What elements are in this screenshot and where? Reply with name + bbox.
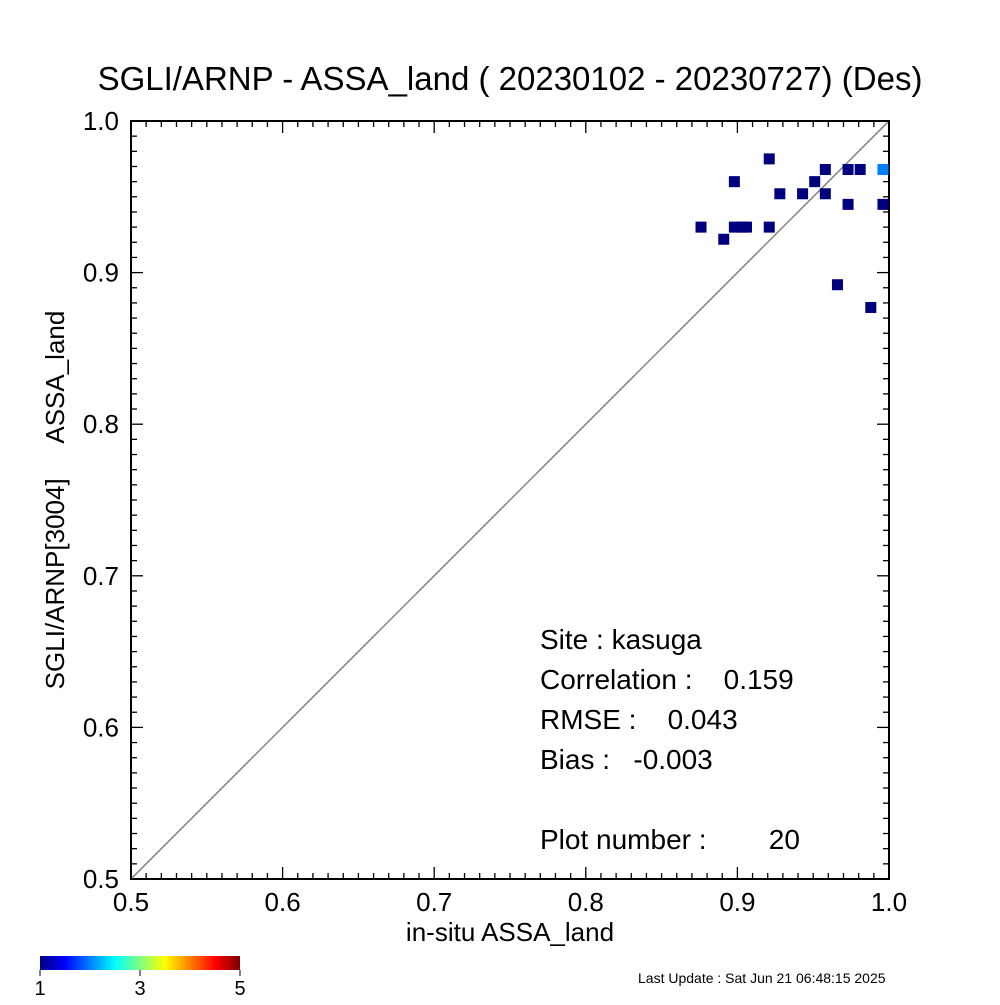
colorbar-label-mid: 3 bbox=[134, 978, 145, 1000]
x-tick-labels: 0.5 0.6 0.7 0.8 0.9 1.0 bbox=[113, 887, 907, 917]
data-point bbox=[842, 164, 854, 176]
x-tick-label: 0.5 bbox=[113, 887, 149, 917]
x-tick-label: 0.6 bbox=[265, 887, 301, 917]
data-point bbox=[763, 153, 775, 165]
data-point bbox=[854, 164, 866, 176]
axis-ticks bbox=[130, 120, 890, 880]
y-tick-label: 0.7 bbox=[83, 561, 119, 591]
data-point bbox=[819, 188, 831, 200]
colorbar-gradient bbox=[40, 956, 240, 970]
colorbar: 1 3 5 bbox=[34, 956, 246, 1000]
stats-bias: Bias : -0.003 bbox=[540, 744, 713, 775]
colorbar-label-max: 5 bbox=[234, 978, 245, 1000]
y-tick-label: 0.5 bbox=[83, 864, 119, 894]
y-tick-label: 0.9 bbox=[83, 258, 119, 288]
data-point bbox=[831, 279, 843, 291]
stats-correlation: Correlation : 0.159 bbox=[540, 664, 794, 695]
data-point bbox=[877, 164, 889, 176]
data-point bbox=[809, 176, 821, 188]
data-point bbox=[695, 221, 707, 233]
stats-rmse: RMSE : 0.043 bbox=[540, 704, 738, 735]
y-tick-label: 0.8 bbox=[83, 409, 119, 439]
data-point bbox=[797, 188, 809, 200]
stats-plot-number: Plot number : 20 bbox=[540, 824, 800, 855]
data-point bbox=[774, 188, 786, 200]
data-point bbox=[819, 164, 831, 176]
data-point bbox=[865, 301, 877, 313]
y-tick-labels: 0.5 0.6 0.7 0.8 0.9 1.0 bbox=[83, 106, 119, 894]
last-update: Last Update : Sat Jun 21 06:48:15 2025 bbox=[638, 970, 886, 986]
stats-site: Site : kasuga bbox=[540, 624, 702, 655]
chart-title: SGLI/ARNP - ASSA_land ( 20230102 - 20230… bbox=[98, 60, 923, 97]
stats-box: Site : kasuga Correlation : 0.159 RMSE :… bbox=[540, 624, 800, 855]
x-tick-label: 1.0 bbox=[871, 887, 907, 917]
data-point bbox=[718, 233, 730, 245]
data-point bbox=[728, 176, 740, 188]
colorbar-ticks bbox=[39, 970, 241, 976]
data-points bbox=[695, 153, 889, 313]
x-tick-label: 0.8 bbox=[568, 887, 604, 917]
y-axis-label: SGLI/ARNP[3004] ASSA_land bbox=[40, 311, 70, 690]
data-point bbox=[728, 221, 740, 233]
x-tick-label: 0.9 bbox=[719, 887, 755, 917]
y-tick-label: 1.0 bbox=[83, 106, 119, 136]
data-point bbox=[877, 198, 889, 210]
x-axis-label: in-situ ASSA_land bbox=[406, 917, 614, 947]
data-point bbox=[842, 198, 854, 210]
data-point bbox=[740, 221, 752, 233]
colorbar-label-min: 1 bbox=[34, 978, 45, 1000]
x-tick-label: 0.7 bbox=[416, 887, 452, 917]
data-point bbox=[763, 221, 775, 233]
identity-line bbox=[130, 120, 890, 880]
y-tick-label: 0.6 bbox=[83, 712, 119, 742]
